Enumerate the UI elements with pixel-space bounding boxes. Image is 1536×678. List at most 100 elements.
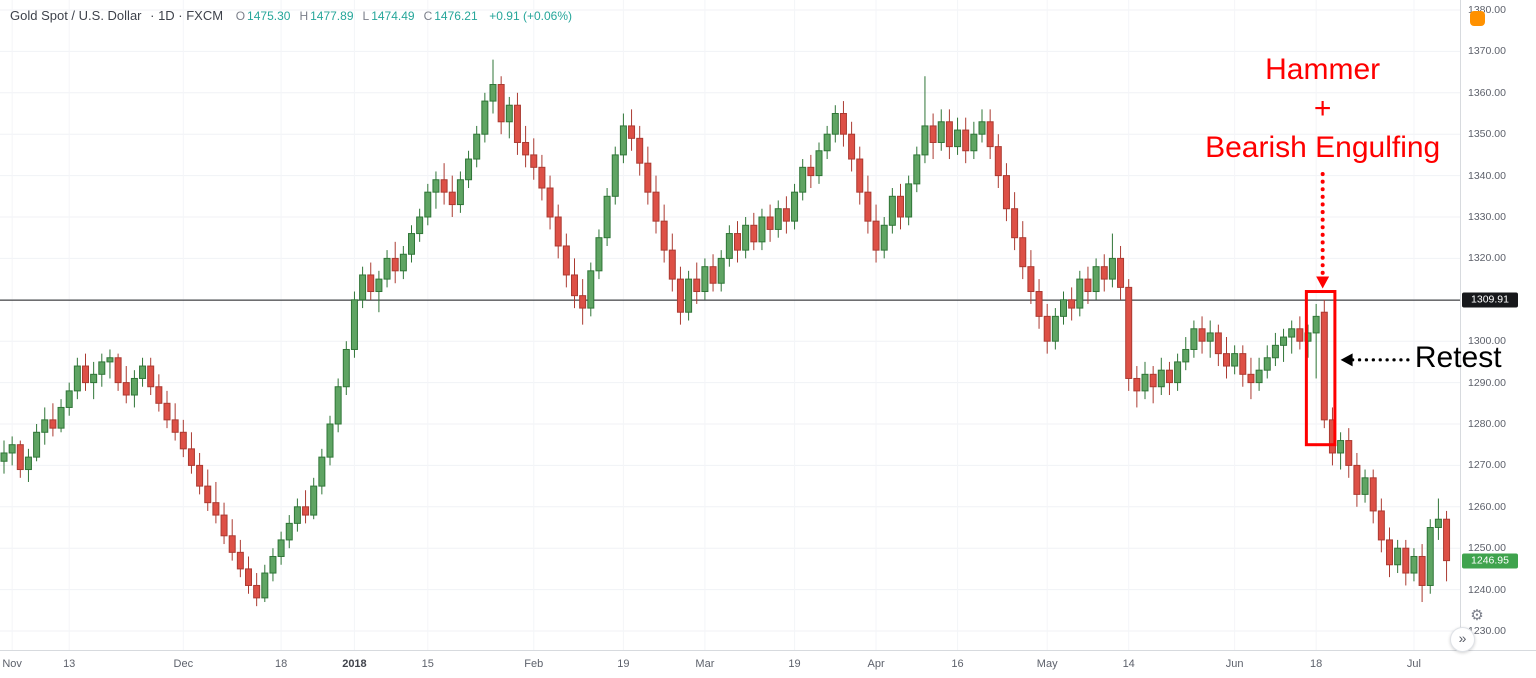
ohlc-key-H: H [299, 9, 309, 23]
candle-body [1280, 336, 1288, 346]
time-axis-label: Nov [2, 658, 22, 670]
price-axis-label: 1370.00 [1468, 45, 1506, 58]
candle-body [497, 84, 505, 123]
candle-body [456, 179, 464, 206]
price-axis-label: 1260.00 [1468, 500, 1506, 513]
candle-body [1141, 373, 1149, 392]
candle-body [823, 133, 831, 152]
candle-body [913, 154, 921, 185]
settings-gear-button[interactable]: ⚙ [1470, 607, 1484, 624]
candle-body [375, 278, 383, 293]
time-axis-label: May [1036, 658, 1058, 670]
time-axis-label: Feb [524, 658, 544, 670]
candle-body [905, 183, 913, 218]
candle-body [693, 278, 701, 293]
candle-body [587, 270, 595, 309]
price-change: +0.91 (+0.06%) [489, 9, 572, 23]
pattern-annotation-box [1304, 290, 1337, 447]
notification-icon[interactable] [1470, 11, 1485, 26]
time-axis-label: Jun [1225, 658, 1244, 670]
price-line-label: 1309.91 [1462, 292, 1518, 308]
candle-body [489, 84, 497, 102]
time-axis-label: 18 [274, 658, 288, 670]
candle-body [725, 233, 733, 259]
candle-body [481, 100, 489, 135]
pattern-arrow-head [1316, 276, 1330, 289]
candle-body [8, 444, 16, 454]
candle-body [611, 154, 619, 197]
candle-body [90, 373, 98, 384]
candle-body [619, 125, 627, 156]
candle-body [147, 365, 155, 388]
candle-body [1247, 373, 1255, 384]
candle-body [1035, 291, 1043, 317]
candle-body [546, 187, 554, 218]
candle-body [473, 133, 481, 160]
candle-body [65, 390, 73, 408]
candle-body [513, 104, 521, 143]
candle-body [1263, 357, 1271, 371]
pattern-annotation-line1: Hammer [1265, 53, 1381, 86]
time-axis-label: 19 [617, 658, 630, 670]
candle-body [1410, 555, 1418, 574]
candle-body [1076, 278, 1084, 309]
price-axis-label: 1360.00 [1468, 86, 1506, 99]
price-axis-label: 1240.00 [1468, 583, 1506, 596]
time-axis-label: 18 [1310, 658, 1323, 670]
candle-body [986, 121, 994, 148]
candle-body [269, 555, 277, 574]
candles [0, 59, 1451, 607]
candle-body [505, 104, 513, 123]
candle-body [1092, 266, 1100, 293]
candle-body [538, 166, 546, 189]
candle-body [204, 485, 212, 504]
candle-body [171, 419, 179, 433]
candle-body [1255, 369, 1263, 384]
candle-body [98, 361, 106, 375]
time-axis-label: 16 [951, 658, 964, 670]
candle-body [1019, 237, 1027, 268]
candle-body [1084, 278, 1092, 293]
ohlc-value-H: 1477.89 [310, 9, 354, 23]
price-axis-label: 1350.00 [1468, 128, 1506, 141]
candle-body [1190, 328, 1198, 350]
candle-body [41, 419, 49, 433]
symbol-interval-exchange: · 1D · FXCM [150, 8, 224, 23]
candle-body [652, 191, 660, 222]
candle-body [163, 402, 171, 421]
candle-body [16, 444, 24, 471]
candle-body [1027, 266, 1035, 293]
time-axis-label: 15 [421, 658, 434, 670]
time-axis-label: 2018 [342, 658, 367, 670]
candle-body [1068, 299, 1076, 309]
candle-body [130, 377, 138, 396]
candle-body [937, 121, 945, 143]
candle-body [399, 253, 407, 272]
candle-body [416, 216, 424, 235]
symbol-title[interactable]: Gold Spot / U.S. Dollar [10, 8, 142, 23]
price-axis[interactable]: 1230.00 1240.00 1250.00 1260.00 1270.00 1280.… [1460, 0, 1536, 650]
price-axis-label: 1270.00 [1468, 459, 1506, 472]
time-axis-label: Mar [695, 658, 715, 670]
candle-body [196, 464, 204, 487]
scroll-to-recent-button[interactable]: » [1450, 627, 1475, 652]
candle-body [1060, 299, 1067, 317]
candle-body [302, 506, 310, 516]
candlestick-chart[interactable] [0, 0, 1460, 650]
candle-body [220, 514, 228, 537]
price-axis-label: 1280.00 [1468, 418, 1506, 430]
candle-body [1100, 266, 1108, 280]
candle-body [318, 456, 326, 487]
candle-body [921, 125, 929, 156]
candle-body [106, 357, 114, 363]
candle-body [114, 357, 122, 384]
candle-body [310, 485, 318, 516]
candle-body [554, 216, 562, 247]
candle-body [1223, 353, 1230, 367]
candle-body [595, 237, 603, 272]
candle-body [1133, 377, 1141, 392]
candle-body [929, 125, 937, 143]
time-axis[interactable]: Nov 13 Dec 18 2018 15 Feb 19 Mar 19 Apr 16 May 14 Jun 1… [0, 650, 1536, 678]
candle-body [448, 191, 456, 206]
ohlc-values: O 1475.30 H 1477.89 L 1474.49 C 1476.21 [227, 8, 478, 23]
